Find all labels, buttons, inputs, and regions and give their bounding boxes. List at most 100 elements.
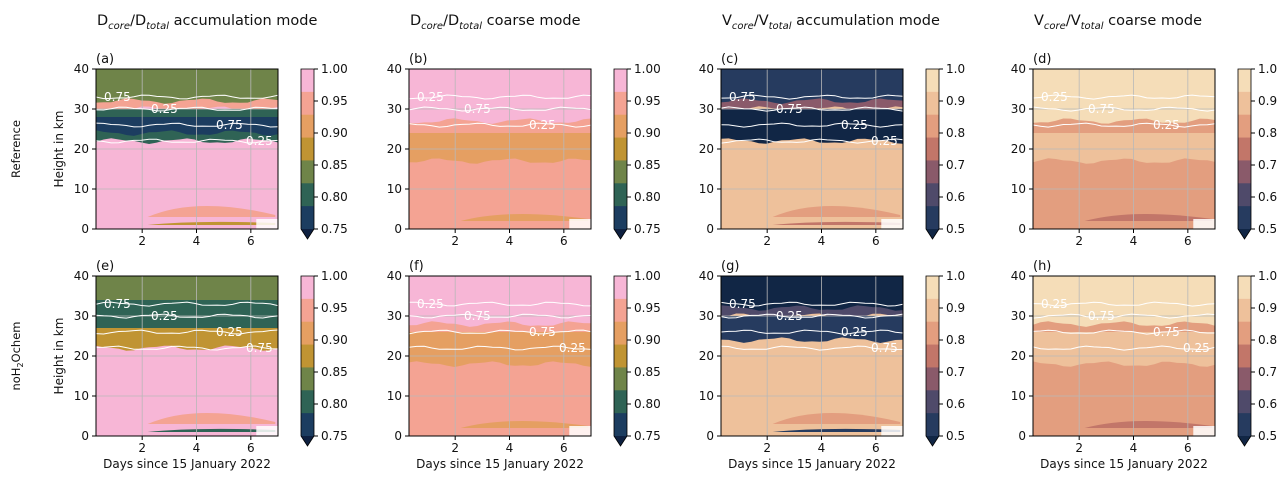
colorbar-frame <box>925 68 940 240</box>
colorbar-tick-label: 0.90 <box>634 126 661 140</box>
contour-label: 0.75 <box>464 309 491 323</box>
contour-label: 0.25 <box>841 325 868 339</box>
y-tick-label: 10 <box>699 182 714 196</box>
missing-data-region <box>569 426 591 436</box>
value-streak <box>147 412 276 424</box>
panel-d: 0.25 0.75 0.25 2 4 6 0 10 20 30 40 (d) 1.0 0.9 0.8 0.7 0… <box>1011 52 1277 248</box>
colorbar-segment <box>926 137 939 161</box>
colorbar-tick-label: 1.0 <box>946 269 965 283</box>
y-tick-label: 0 <box>706 222 714 236</box>
y-tick-label: 40 <box>74 269 89 283</box>
colorbar: 1.00 0.95 0.90 0.85 0.80 0.75 <box>300 62 348 240</box>
value-streak <box>772 205 901 217</box>
contour-line <box>96 138 278 144</box>
colorbar-segment <box>926 69 939 93</box>
value-streak <box>1084 420 1213 428</box>
colorbar-tick-label: 1.00 <box>634 62 661 76</box>
colorbar-tick-label: 0.7 <box>946 158 965 172</box>
colorbar-tick-label: 0.9 <box>1258 301 1277 315</box>
colorbar-segment <box>614 321 627 346</box>
contour-label: 0.25 <box>776 309 803 323</box>
colorbar-tick-label: 0.80 <box>634 190 661 204</box>
colorbar-segment <box>301 344 314 368</box>
colorbar-tick-label: 0.9 <box>946 94 965 108</box>
colorbar-frame <box>925 275 940 447</box>
contour-label: 0.75 <box>1088 309 1115 323</box>
colorbar-segment <box>301 206 314 230</box>
colorbar: 1.0 0.9 0.8 0.7 0.6 0.5 <box>925 269 965 447</box>
colorbar-segment <box>301 160 314 184</box>
y-tick-label: 0 <box>81 429 89 443</box>
contour-line <box>96 301 278 307</box>
y-tick-label: 30 <box>74 102 89 116</box>
colorbar-segment <box>301 137 314 161</box>
y-tick-label: 0 <box>706 429 714 443</box>
colorbar-segment <box>614 206 627 230</box>
y-tick-label: 20 <box>1011 349 1026 363</box>
value-streak <box>147 221 276 225</box>
colorbar-segment <box>614 276 627 300</box>
colorbar-segment <box>614 390 627 414</box>
colorbar-tick-label: 0.85 <box>321 158 348 172</box>
colorbar-tick-label: 0.85 <box>321 365 348 379</box>
colorbar-tick-label: 1.00 <box>634 269 661 283</box>
x-tick-label: 4 <box>818 441 826 455</box>
colorbar-tick-label: 1.00 <box>321 269 348 283</box>
row-label-1: Reference <box>9 120 23 178</box>
contour-line <box>721 313 903 319</box>
colorbar-tick-label: 0.85 <box>634 158 661 172</box>
colorbar-segment <box>926 206 939 230</box>
colorbar-segment <box>1238 390 1251 414</box>
value-streak <box>147 205 276 217</box>
x-axis-label: Days since 15 January 2022 <box>728 457 896 471</box>
x-tick-label: 6 <box>872 441 880 455</box>
colorbar-segment <box>614 114 627 139</box>
contour-label: 0.25 <box>841 118 868 132</box>
panel-c: 0.75 0.75 0.250.25 2 4 6 0 10 20 30 40 (c) 1.0 0.9 0.8… <box>699 52 965 248</box>
value-band <box>1033 133 1215 164</box>
contour-label: 0.25 <box>871 134 898 148</box>
contour-line <box>721 345 903 351</box>
colorbar-segment <box>926 413 939 437</box>
y-tick-label: 20 <box>699 349 714 363</box>
y-tick-label: 40 <box>699 62 714 76</box>
colorbar-segment <box>301 367 314 391</box>
contour-label: 0.25 <box>529 118 556 132</box>
contour-line <box>96 329 278 335</box>
contour-label: 0.25 <box>1041 90 1068 104</box>
missing-data-region <box>881 426 903 436</box>
colorbar-segment <box>926 276 939 300</box>
colorbar-tick-label: 0.75 <box>634 222 661 236</box>
contour-line <box>1033 106 1215 112</box>
missing-data-region <box>881 219 903 229</box>
contour-label: 0.25 <box>1183 341 1210 355</box>
x-tick-label: 6 <box>872 234 880 248</box>
colorbar-segment <box>301 114 314 139</box>
panel-letter: (f) <box>409 259 424 274</box>
y-tick-label: 40 <box>387 62 402 76</box>
contour-label: 0.75 <box>871 341 898 355</box>
contour-line <box>721 138 903 144</box>
panel-letter: (b) <box>409 52 427 67</box>
contour-line <box>409 94 591 100</box>
y-tick-label: 40 <box>1011 269 1026 283</box>
x-tick-label: 4 <box>506 234 514 248</box>
contour-label: 0.75 <box>464 102 491 116</box>
colorbar-segment <box>1238 276 1251 300</box>
contour-line <box>409 122 591 128</box>
colorbar-segment <box>926 390 939 414</box>
colorbar-segment <box>1238 160 1251 184</box>
y-tick-label: 40 <box>387 269 402 283</box>
colorbar-segment <box>1238 114 1251 139</box>
column-title-3: Vcore/Vtotal accumulation mode <box>722 13 940 32</box>
colorbar-segment <box>1238 137 1251 161</box>
y-tick-label: 30 <box>699 102 714 116</box>
x-tick-label: 2 <box>138 441 146 455</box>
contour-label: 0.25 <box>216 325 243 339</box>
contour-line <box>409 301 591 307</box>
y-tick-label: 20 <box>74 349 89 363</box>
colorbar-segment <box>614 91 627 116</box>
colorbar-tick-label: 0.95 <box>321 301 348 315</box>
